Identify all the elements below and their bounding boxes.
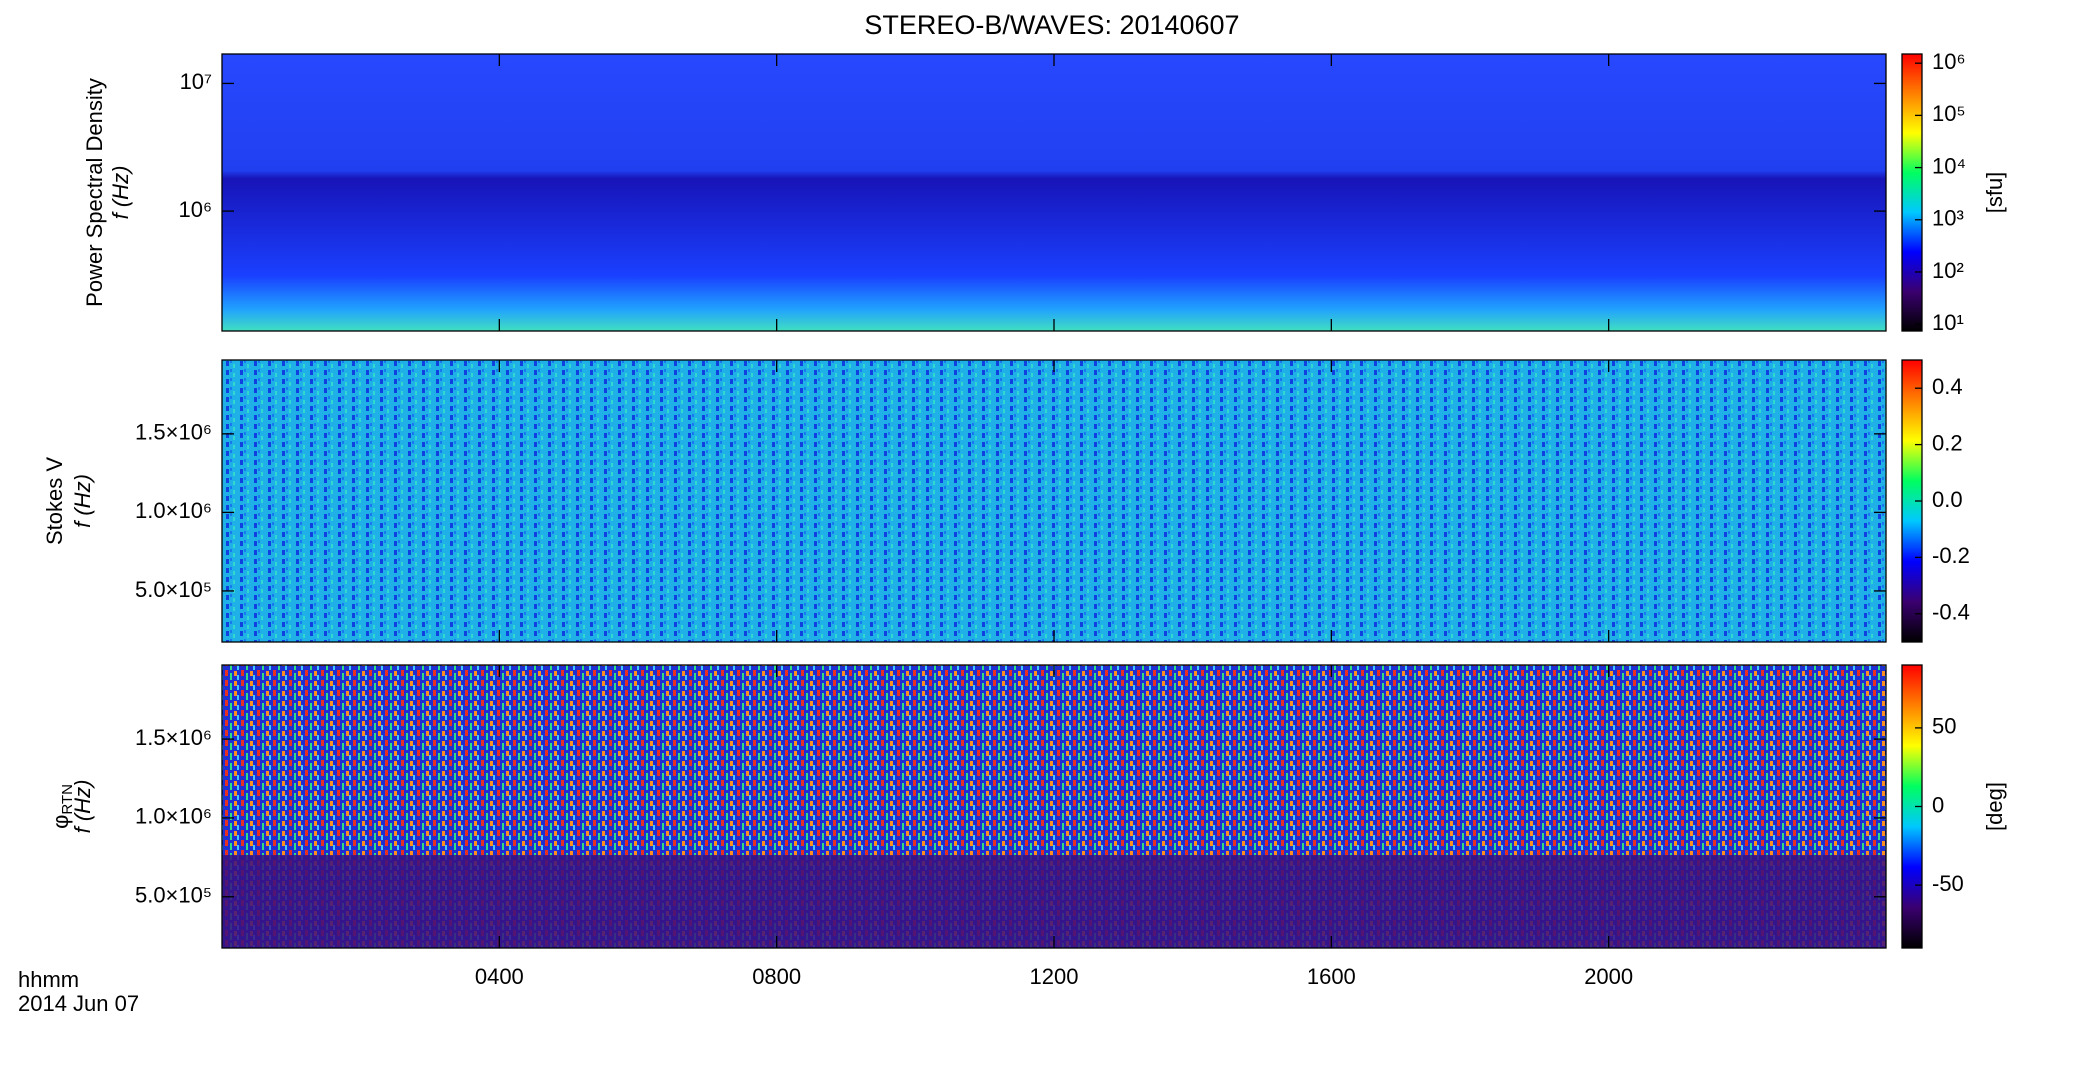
y-axis-label: f (Hz)	[70, 780, 95, 834]
y-tick-label: 1.0×10⁶	[135, 804, 212, 829]
x-tick-label: 1200	[1030, 964, 1079, 989]
spectrogram-image	[222, 360, 1886, 642]
colorbar	[1901, 53, 1923, 332]
y-tick-label: 5.0×10⁵	[135, 883, 212, 908]
y-tick-label: 10⁷	[180, 69, 212, 94]
spectrogram-image	[222, 54, 1886, 331]
y-tick-label: 10⁶	[178, 197, 212, 222]
colorbar-tick-label: 10¹	[1932, 310, 1964, 335]
x-tick-label: 0800	[752, 964, 801, 989]
colorbar-label: [sfu]	[1982, 172, 2007, 214]
colorbar-tick-label: 10³	[1932, 206, 1964, 231]
colorbar-tick-label: 0.0	[1932, 487, 1963, 512]
y-tick-label: 1.0×10⁶	[135, 498, 212, 523]
chart-title: STEREO-B/WAVES: 20140607	[864, 10, 1239, 40]
colorbar-tick-label: 0	[1932, 792, 1944, 817]
x-tick-label: 1600	[1307, 964, 1356, 989]
colorbar-tick-label: 10²	[1932, 258, 1964, 283]
colorbar-tick-label: 0.4	[1932, 374, 1963, 399]
y-axis-label: φRTN	[48, 784, 76, 829]
spectrogram-image	[222, 855, 1886, 948]
x-axis-label: 2014 Jun 07	[18, 991, 139, 1016]
colorbar-tick-label: 10⁶	[1932, 49, 1966, 74]
y-tick-label: 1.5×10⁶	[135, 725, 212, 750]
colorbar-tick-label: -0.2	[1932, 543, 1970, 568]
colorbar-tick-label: -0.4	[1932, 600, 1970, 625]
y-axis-label: f (Hz)	[70, 474, 95, 528]
y-axis-label-subscript: RTN	[59, 784, 76, 815]
colorbar-label: [deg]	[1982, 782, 2007, 831]
y-axis-label: Stokes V	[42, 457, 67, 545]
y-tick-label: 5.0×10⁵	[135, 577, 212, 602]
x-axis-label: hhmm	[18, 967, 79, 992]
x-tick-label: 0400	[475, 964, 524, 989]
colorbar-tick-label: 10⁵	[1932, 101, 1966, 126]
y-axis-label: f (Hz)	[108, 166, 133, 220]
y-tick-label: 1.5×10⁶	[135, 420, 212, 445]
x-tick-label: 2000	[1584, 964, 1633, 989]
colorbar-tick-label: -50	[1932, 871, 1964, 896]
colorbar-tick-label: 10⁴	[1932, 153, 1966, 178]
colorbar-tick-label: 0.2	[1932, 430, 1963, 455]
y-axis-label: Power Spectral Density	[82, 78, 107, 307]
y-axis-label-symbol: φ	[48, 815, 73, 829]
colorbar-tick-label: 50	[1932, 714, 1956, 739]
